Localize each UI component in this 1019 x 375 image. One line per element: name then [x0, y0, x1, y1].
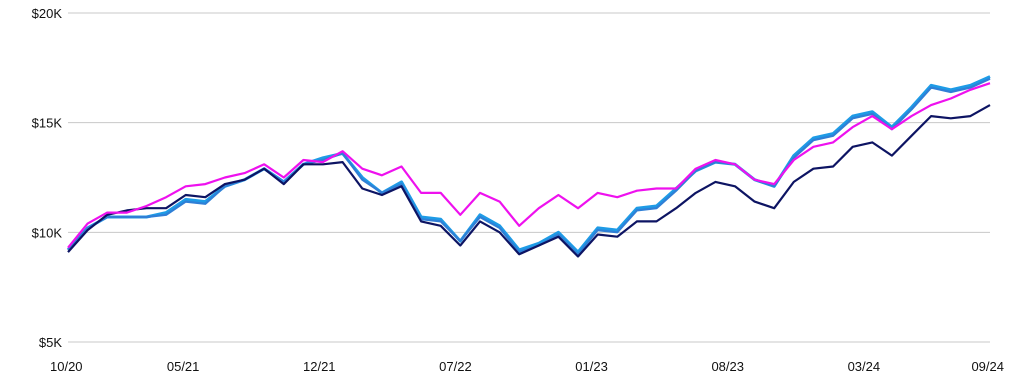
y-axis-tick-labels: $20K $15K $10K $5K	[32, 6, 63, 350]
y-tick-label: $5K	[39, 335, 62, 350]
series-lines	[66, 75, 991, 258]
y-tick-label: $15K	[32, 116, 63, 131]
x-axis-tick-labels: 10/20 05/21 12/21 07/22 01/23 08/23 03/24 09/24	[50, 359, 1004, 374]
y-tick-label: $10K	[32, 225, 63, 240]
x-tick-label: 10/20	[50, 359, 83, 374]
y-tick-label: $20K	[32, 6, 63, 21]
series-line-2	[67, 77, 991, 256]
series-line-1	[66, 75, 991, 254]
horizontal-gridlines	[68, 12, 990, 343]
x-tick-label: 05/21	[167, 359, 200, 374]
series-line-4	[67, 82, 991, 249]
x-tick-label: 12/21	[303, 359, 336, 374]
x-tick-label: 01/23	[575, 359, 608, 374]
x-tick-label: 07/22	[439, 359, 472, 374]
x-tick-label: 03/24	[848, 359, 881, 374]
x-tick-label: 08/23	[711, 359, 744, 374]
series-line-3	[67, 104, 991, 258]
x-tick-label: 09/24	[971, 359, 1004, 374]
